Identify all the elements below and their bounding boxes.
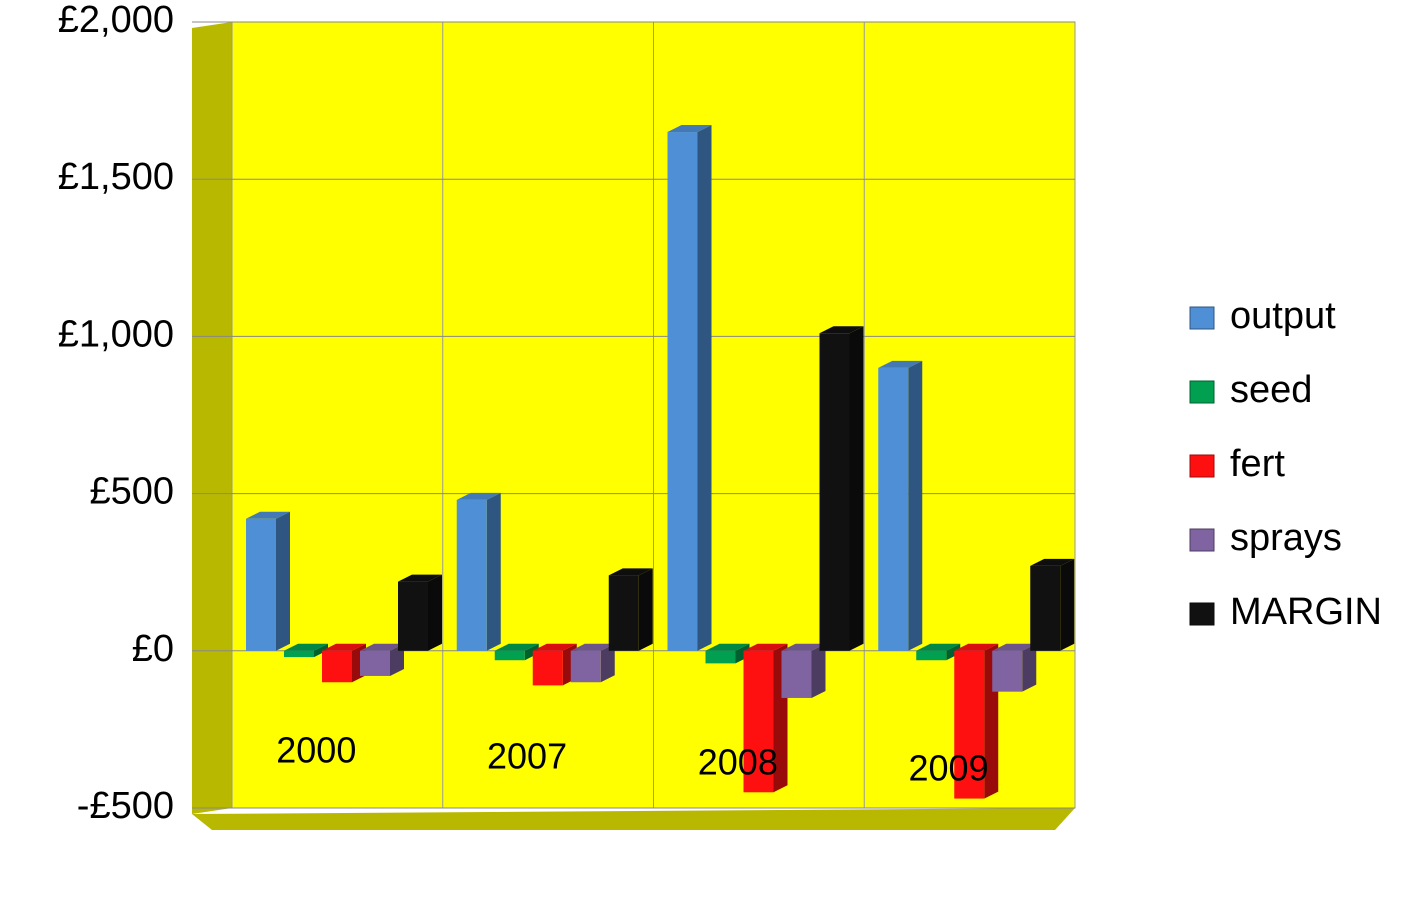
bar [456, 499, 487, 651]
legend-label: MARGIN [1230, 591, 1382, 633]
bar-top [705, 643, 750, 651]
bar-side [486, 492, 501, 651]
bar-top [322, 643, 366, 651]
bar-top [878, 360, 923, 368]
y-tick-label: £500 [89, 471, 174, 513]
x-tick-label: 2007 [487, 736, 567, 777]
bar [284, 650, 314, 658]
legend-label: sprays [1230, 517, 1342, 559]
y-tick-label: £0 [132, 628, 174, 670]
bar [916, 650, 947, 661]
bar [781, 650, 812, 698]
bar-top [456, 492, 501, 500]
x-tick-label: 2000 [276, 730, 356, 771]
y-tick-label: £1,500 [58, 156, 174, 198]
bar-side [600, 643, 615, 683]
legend-swatch [1189, 454, 1215, 478]
bar [360, 650, 390, 676]
legend-swatch [1189, 528, 1215, 552]
bar [532, 650, 563, 686]
bar [878, 367, 909, 651]
bar-side [908, 360, 923, 651]
legend-swatch [1189, 306, 1215, 330]
legend-label: fert [1230, 443, 1285, 485]
bar [322, 650, 352, 683]
bar-top [608, 568, 653, 576]
bar-top [360, 643, 404, 651]
bar-top [284, 643, 328, 651]
bar-side [697, 125, 712, 651]
bar-side [811, 643, 826, 698]
bar-side [524, 643, 539, 661]
y-tick-label: £2,000 [58, 0, 174, 41]
bar-top [954, 643, 999, 651]
bar-side [1022, 643, 1037, 692]
floor [192, 808, 1075, 830]
bar-top [743, 643, 788, 651]
bar-top [992, 643, 1037, 651]
bar-side [276, 511, 290, 651]
bar-top [532, 643, 577, 651]
bar [494, 650, 525, 661]
bar [667, 132, 698, 651]
bar-side [428, 574, 442, 651]
bar [570, 650, 601, 683]
bar [743, 650, 774, 793]
side-wall [192, 22, 232, 814]
bar-top [494, 643, 539, 651]
bar-side [638, 568, 653, 651]
bar [398, 581, 428, 651]
bar [608, 575, 639, 651]
bar [705, 650, 736, 664]
y-tick-label: -£500 [77, 785, 174, 827]
bar-top [246, 511, 290, 519]
x-tick-label: 2009 [909, 748, 989, 789]
bar-top [819, 326, 864, 334]
bar [1030, 565, 1061, 651]
bar-side [314, 643, 328, 658]
x-tick-label: 2008 [698, 742, 778, 783]
legend-swatch [1189, 380, 1215, 404]
bar [992, 650, 1023, 692]
bar-top [570, 643, 615, 651]
bar-top [667, 125, 712, 133]
bar-top [916, 643, 961, 651]
bar [819, 333, 850, 651]
bar-side [849, 326, 864, 651]
bar [246, 518, 276, 651]
bar-top [781, 643, 826, 651]
bar-top [1030, 558, 1075, 566]
legend-label: output [1230, 295, 1336, 337]
bar-side [946, 643, 961, 661]
bar [954, 650, 985, 799]
y-tick-label: £1,000 [58, 313, 174, 355]
bar-side [1060, 558, 1075, 651]
bar-side [735, 643, 750, 664]
bar-top [398, 574, 442, 582]
legend-swatch [1189, 602, 1215, 626]
bar-side [390, 643, 404, 676]
legend-label: seed [1230, 369, 1312, 411]
